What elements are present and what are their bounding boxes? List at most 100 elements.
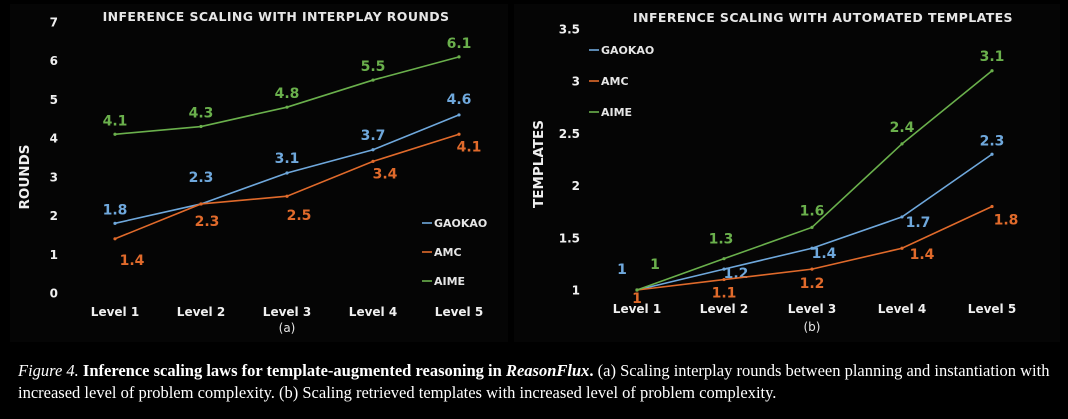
x-tick-label: Level 4 [349,305,397,319]
y-axis-label: ROUNDS [17,144,33,209]
data-point-amc [900,246,904,250]
data-point-amc [722,277,726,282]
data-point-aime [722,257,726,261]
data-point-aime [371,78,375,82]
x-tick-label: Level 3 [263,305,311,319]
y-tick-label: 3.5 [559,23,580,37]
panel-label: (a) [279,321,296,335]
data-label-gaokao: 2.3 [189,170,214,186]
data-label-gaokao: 3.7 [361,128,386,144]
data-label-amc: 1 [632,291,642,307]
data-point-gaokao [722,267,726,271]
legend-label-amc: AMC [601,75,629,88]
data-label-gaokao: 2.3 [980,133,1005,149]
chart-panel-b: INFERENCE SCALING WITH AUTOMATED TEMPLAT… [514,4,1060,342]
data-label-aime: 3.1 [980,49,1005,65]
data-label-aime: 4.1 [103,113,128,129]
data-label-amc: 1.8 [994,212,1019,228]
y-tick-label: 2 [50,209,58,223]
data-label-gaokao: 1.7 [906,215,931,231]
caption-bold-text: Inference scaling laws for template-augm… [78,361,506,380]
y-tick-label: 7 [50,16,58,30]
chart-a: INFERENCE SCALING WITH INTERPLAY ROUNDS 0… [17,9,487,335]
x-tick-label: Level 1 [91,305,139,319]
y-tick-label: 1.5 [559,231,580,245]
chart-panel-a: INFERENCE SCALING WITH INTERPLAY ROUNDS 0… [10,4,508,342]
caption-body: (a) Scaling interplay rounds between pla… [18,361,1050,402]
y-tick-label: 5 [50,93,58,107]
legend-label-gaokao: GAOKAO [601,44,654,57]
data-point-gaokao [990,152,994,156]
series-line-gaokao [636,153,993,291]
x-tick-label: Level 1 [613,302,661,316]
data-label-aime: 6.1 [447,36,472,52]
data-label-amc: 2.5 [287,208,312,224]
data-point-aime [810,225,814,229]
x-tick-label: Level 2 [700,302,748,316]
data-label-gaokao: 1.4 [812,246,837,262]
y-tick-label: 0 [50,287,58,301]
data-label-gaokao: 1.8 [103,202,128,218]
data-label-aime: 1.6 [800,203,825,219]
y-axis-label: TEMPLATES [531,120,547,208]
caption-method-name: ReasonFlux [505,361,590,380]
y-tick-label: 2.5 [559,127,580,141]
panel-label: (b) [804,320,821,334]
data-label-aime: 2.4 [890,120,915,136]
data-label-aime: 4.3 [189,106,214,122]
y-tick-label: 4 [50,132,58,146]
data-label-amc: 4.1 [457,139,482,155]
data-point-amc [990,204,994,209]
data-label-aime: 1 [650,257,660,273]
y-tick-label: 3 [50,170,58,184]
data-point-aime [635,288,639,292]
data-point-aime [199,124,203,129]
data-label-amc: 1.4 [910,247,935,263]
data-label-amc: 1.4 [120,253,145,269]
data-point-amc [199,202,203,206]
data-point-amc [285,194,289,198]
y-tick-label: 6 [50,54,58,68]
legend-label-aime: AIME [434,275,465,288]
data-label-aime: 4.8 [275,86,300,102]
data-point-aime [990,69,994,73]
data-point-aime [457,55,461,59]
legend-label-aime: AIME [601,106,632,119]
series-line-gaokao [114,114,460,225]
data-point-amc [457,132,461,136]
data-point-gaokao [457,113,461,117]
caption-period: . [589,361,594,380]
y-tick-label: 2 [572,179,580,193]
x-tick-label: Level 3 [788,302,836,316]
y-tick-label: 1 [50,248,58,262]
data-label-gaokao: 3.1 [275,151,300,167]
data-label-gaokao: 1 [617,262,627,278]
data-point-gaokao [285,171,289,175]
data-label-aime: 5.5 [361,59,386,75]
chart-title: INFERENCE SCALING WITH AUTOMATED TEMPLAT… [633,10,1013,25]
y-tick-label: 1 [572,284,580,298]
data-point-aime [900,142,904,146]
data-point-aime [285,105,289,109]
data-label-aime: 1.3 [709,232,734,248]
data-point-gaokao [900,215,904,219]
data-point-aime [113,132,117,136]
figure-caption: Figure 4. Inference scaling laws for tem… [18,360,1058,404]
legend-label-amc: AMC [434,246,462,259]
data-label-amc: 3.4 [373,166,398,182]
legend-label-gaokao: GAOKAO [434,217,487,230]
data-label-amc: 1.2 [800,276,825,292]
x-tick-label: Level 4 [878,302,926,316]
data-label-amc: 1.1 [712,286,737,302]
data-point-amc [113,237,117,241]
x-tick-label: Level 5 [435,305,483,319]
x-tick-label: Level 2 [177,305,225,319]
x-tick-label: Level 5 [968,302,1016,316]
data-point-gaokao [371,148,375,152]
chart-title: INFERENCE SCALING WITH INTERPLAY ROUNDS [103,9,450,24]
chart-b: INFERENCE SCALING WITH AUTOMATED TEMPLAT… [531,10,1019,334]
data-label-gaokao: 4.6 [447,92,472,108]
data-label-amc: 2.3 [195,214,220,230]
data-point-amc [371,159,375,163]
caption-figure-label: Figure 4. [18,361,79,380]
